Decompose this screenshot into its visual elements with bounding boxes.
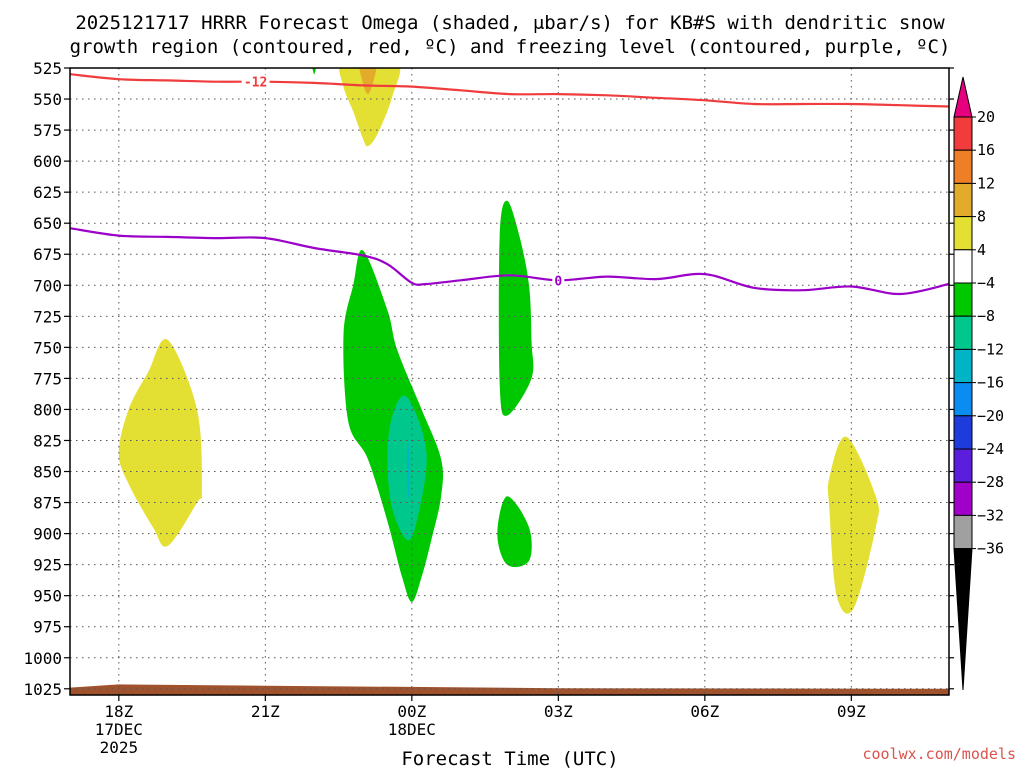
x-tick-label: 21Z xyxy=(251,702,280,721)
x-tick-label: 06Z xyxy=(690,702,719,721)
colorbar-segment xyxy=(953,216,973,251)
colorbar-segment xyxy=(953,182,973,218)
chart-title-line1: 2025121717 HRRR Forecast Omega (shaded, … xyxy=(75,12,945,34)
colorbar-label: −32 xyxy=(977,506,1004,524)
colorbar-label: −28 xyxy=(977,473,1004,491)
colorbar-segment xyxy=(953,116,973,151)
freezing-level-0-line xyxy=(70,227,949,296)
colorbar-segment xyxy=(953,348,973,384)
dendritic-snow-growth-minus12-label-bg xyxy=(241,74,270,89)
y-tick-label: 875 xyxy=(33,494,62,513)
terrain-fill xyxy=(70,684,949,695)
omega-blue-center xyxy=(406,440,410,499)
contour-layer: -12 0 xyxy=(70,73,949,296)
y-axis-ticks: 525 550 575 600 625 650 675 700 725 750 775 800 825 8… xyxy=(23,59,954,699)
omega-orange-upper xyxy=(359,68,377,95)
freezing-level-0-label: 0 xyxy=(554,274,562,289)
omega-green-top-sliver xyxy=(312,68,316,75)
y-tick-label: 550 xyxy=(33,90,62,109)
colorbar-segment xyxy=(953,382,973,417)
y-tick-label: 725 xyxy=(33,307,62,326)
colorbar-segment xyxy=(953,448,973,483)
y-tick-label: 750 xyxy=(33,338,62,357)
colorbar-label: −20 xyxy=(977,407,1004,425)
grid-lines xyxy=(70,68,949,695)
x-tick-label: 18Z xyxy=(104,702,133,721)
credit-text: coolwx.com/models xyxy=(862,745,1016,763)
dendritic-snow-growth-minus12-label: -12 xyxy=(244,76,267,91)
colorbar-segment xyxy=(953,249,973,284)
colorbar-label: 8 xyxy=(977,208,986,226)
y-tick-label: 1025 xyxy=(23,680,62,699)
colorbar-top-triangle xyxy=(953,76,973,118)
colorbar-label: 16 xyxy=(977,141,995,159)
y-tick-label: 925 xyxy=(33,556,62,575)
colorbar-label: −12 xyxy=(977,340,1004,358)
x-tick-label: 03Z xyxy=(544,702,573,721)
dendritic-snow-growth-minus12-line xyxy=(70,73,949,108)
y-tick-label: 825 xyxy=(33,431,62,450)
colorbar-label: 4 xyxy=(977,241,986,259)
y-tick-label: 950 xyxy=(33,587,62,606)
colorbar-label: −36 xyxy=(977,540,1004,558)
y-tick-label: 700 xyxy=(33,276,62,295)
colorbar-label: 20 xyxy=(977,108,995,126)
omega-yellow-left xyxy=(118,338,202,547)
colorbar-label: 12 xyxy=(977,174,995,192)
colorbar-segment xyxy=(953,415,973,450)
y-tick-label: 1000 xyxy=(23,649,62,668)
x-tick-year-label: 2025 xyxy=(100,738,139,757)
colorbar-bottom-triangle xyxy=(953,548,973,691)
omega-yellow-right xyxy=(827,436,879,614)
omega-green-right-upper xyxy=(498,200,534,416)
terrain-layer xyxy=(70,684,949,695)
y-tick-label: 800 xyxy=(33,400,62,419)
freezing-level-0-label-bg xyxy=(552,273,565,288)
y-tick-label: 575 xyxy=(33,121,62,140)
x-axis-title: Forecast Time (UTC) xyxy=(401,748,618,768)
colorbar-segment xyxy=(953,149,973,184)
omega-yellow-upper xyxy=(339,68,401,147)
y-tick-label: 900 xyxy=(33,525,62,544)
y-tick-label: 525 xyxy=(33,59,62,78)
y-tick-label: 600 xyxy=(33,152,62,171)
omega-colorbar: 20 16 12 8 4 −4 −8 −12 −16 −20 −24 −28 −32 −36 xyxy=(953,76,1004,691)
y-tick-label: 775 xyxy=(33,369,62,388)
y-tick-label: 625 xyxy=(33,183,62,202)
colorbar-segment xyxy=(953,481,973,516)
x-tick-label: 00Z xyxy=(397,702,426,721)
y-tick-label: 650 xyxy=(33,214,62,233)
y-tick-label: 975 xyxy=(33,618,62,637)
colorbar-label: −16 xyxy=(977,374,1004,392)
colorbar-label: −4 xyxy=(977,274,995,292)
colorbar-segment xyxy=(953,315,973,350)
chart-title-line2: growth region (contoured, red, ºC) and f… xyxy=(70,36,951,58)
y-tick-label: 675 xyxy=(33,245,62,264)
colorbar-label: −8 xyxy=(977,307,995,325)
y-tick-label: 850 xyxy=(33,463,62,482)
omega-shading-layer xyxy=(118,68,879,614)
x-tick-label: 09Z xyxy=(837,702,866,721)
plot-frame xyxy=(69,67,950,696)
x-tick-date-label: 17DEC xyxy=(95,720,143,739)
x-tick-date-label: 18DEC xyxy=(388,720,436,739)
omega-green-right-lower xyxy=(497,496,532,568)
colorbar-label: −24 xyxy=(977,440,1004,458)
colorbar-segment xyxy=(953,514,973,550)
colorbar-segment xyxy=(953,282,973,317)
